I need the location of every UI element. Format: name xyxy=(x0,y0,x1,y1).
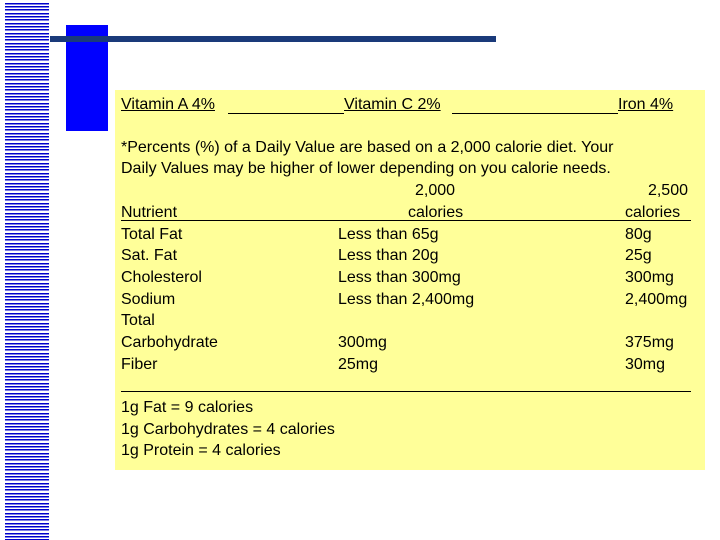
calorie-note: 1g Fat = 9 calories xyxy=(121,399,254,416)
col-2000-top: 2,000 xyxy=(414,182,456,199)
row-2000: 25mg xyxy=(338,356,379,373)
footnote-line-2: Daily Values may be higher of lower depe… xyxy=(121,160,611,177)
row-2000: Less than 65g xyxy=(338,226,439,243)
row-2000: Less than 300mg xyxy=(338,269,461,286)
vitamin-gap-1 xyxy=(228,96,344,114)
row-2500: 30mg xyxy=(625,356,666,373)
row-name: Sat. Fat xyxy=(121,247,178,264)
row-name: Total Fat xyxy=(121,226,183,243)
row-name: Fiber xyxy=(121,356,158,373)
header-rule xyxy=(121,204,691,221)
row-2500: 2,400mg xyxy=(625,291,688,308)
row-2000: Less than 20g xyxy=(338,247,439,264)
vitamin-a: Vitamin A 4% xyxy=(121,96,215,113)
row-name: Sodium xyxy=(121,291,176,308)
row-2500: 80g xyxy=(625,226,652,243)
footnote-line-1: *Percents (%) of a Daily Value are based… xyxy=(121,139,614,156)
row-2500: 300mg xyxy=(625,269,674,286)
vitamins-row: Vitamin A 4% xyxy=(121,96,720,114)
row-name: Cholesterol xyxy=(121,269,202,286)
iron: Iron 4% xyxy=(618,96,674,113)
row-2000: Less than 2,400mg xyxy=(338,291,475,308)
accent-bar-horizontal xyxy=(50,36,496,42)
col-2000-bottom: calories xyxy=(408,204,464,221)
calorie-note: 1g Carbohydrates = 4 calories xyxy=(121,421,335,438)
vitamin-c: Vitamin C 2% xyxy=(344,96,441,113)
footer-rule xyxy=(121,391,691,392)
col-2500-top: 2,500 xyxy=(647,182,688,199)
nutrient-header: Nutrient xyxy=(121,204,178,221)
row-2500: 25g xyxy=(625,247,652,264)
nutrition-panel xyxy=(115,90,705,470)
vitamin-gap-2 xyxy=(452,96,618,114)
col-2500-bottom: calories xyxy=(625,204,681,221)
accent-bar-vertical xyxy=(66,25,108,131)
row-name: Total xyxy=(121,312,155,329)
row-2500: 375mg xyxy=(625,334,674,351)
row-name: Carbohydrate xyxy=(121,334,218,351)
row-2000: 300mg xyxy=(338,334,387,351)
calorie-note: 1g Protein = 4 calories xyxy=(121,442,281,459)
decorative-stripes xyxy=(5,3,49,540)
